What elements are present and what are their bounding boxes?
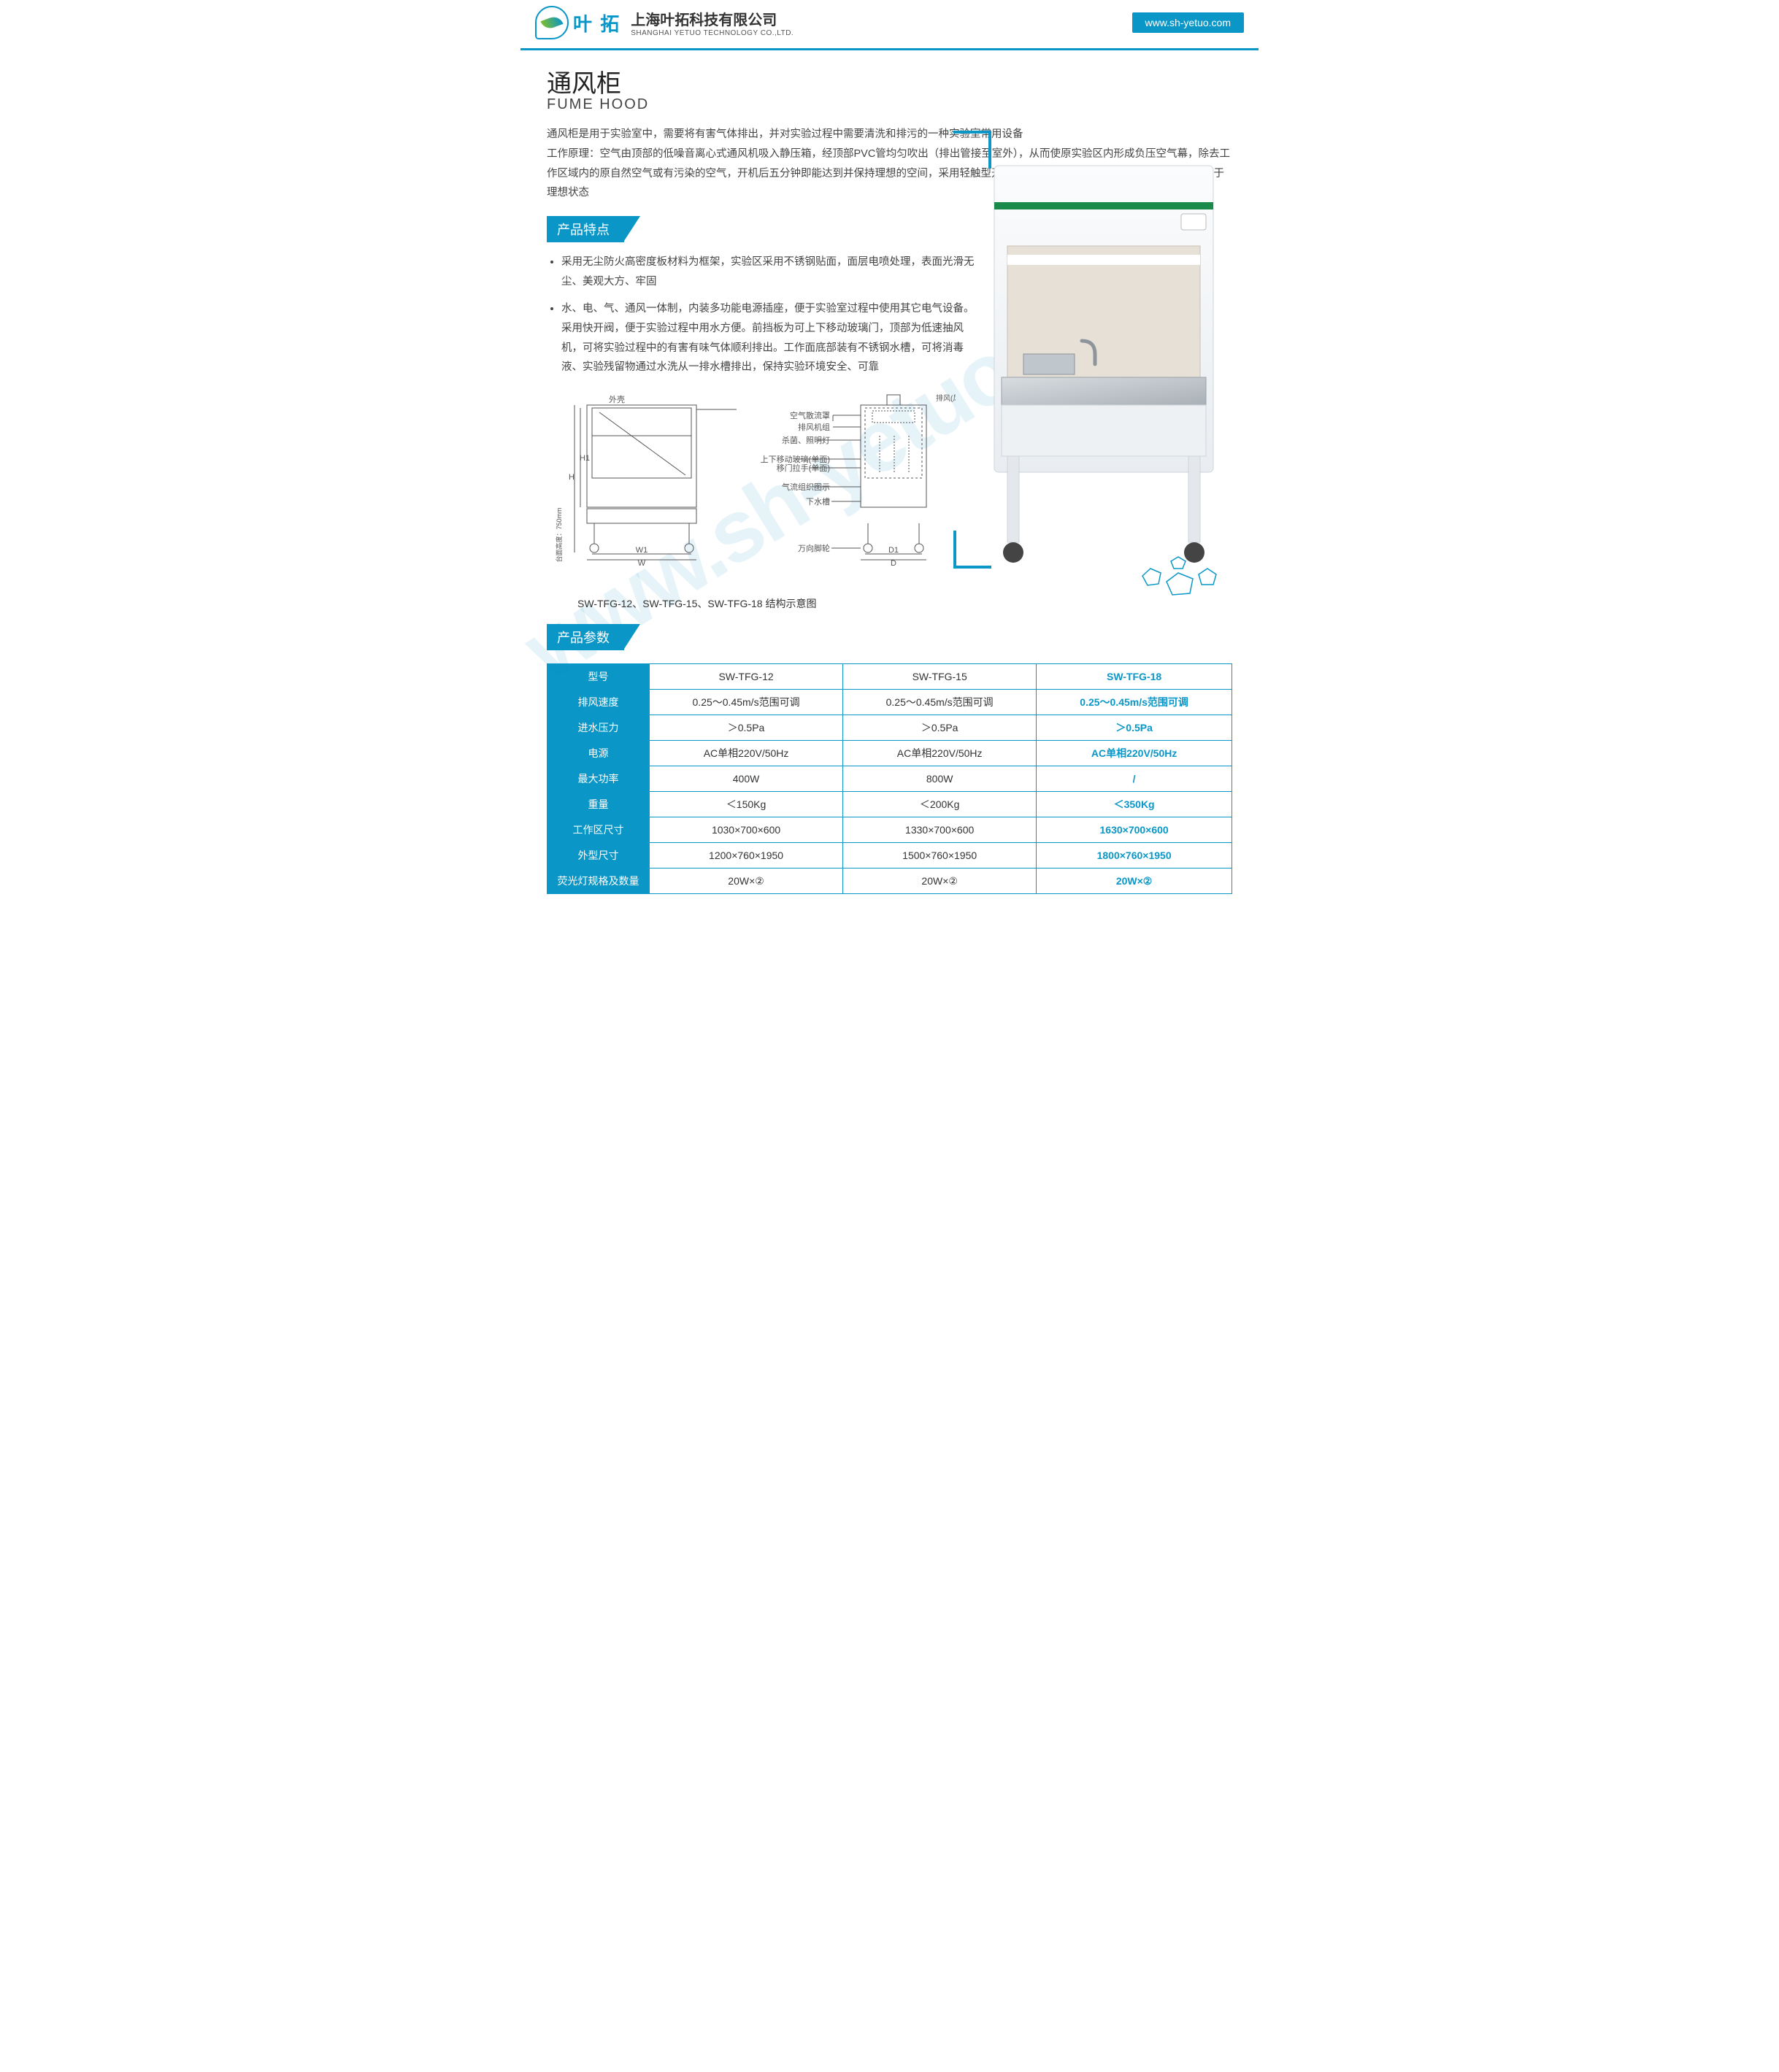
logo-block: 叶 拓 上海叶拓科技有限公司 SHANGHAI YETUO TECHNOLOGY… <box>535 6 794 39</box>
spec-header-label: 型号 <box>547 664 650 690</box>
svg-text:W1: W1 <box>636 546 648 555</box>
page-title-cn: 通风柜 <box>547 63 1232 99</box>
table-row: 荧光灯规格及数量20W×②20W×②20W×② <box>547 869 1232 894</box>
spec-table-wrap: 型号 SW-TFG-12 SW-TFG-15 SW-TFG-18 排风速度0.2… <box>520 663 1259 916</box>
spec-cell: 0.25～0.45m/s范围可调 <box>650 690 843 715</box>
spec-cell: 0.25～0.45m/s范围可调 <box>843 690 1037 715</box>
svg-text:万向脚轮: 万向脚轮 <box>798 543 830 553</box>
spec-row-label: 电源 <box>547 741 650 766</box>
spec-cell: 20W×② <box>843 869 1037 894</box>
spec-model: SW-TFG-12 <box>650 664 843 690</box>
svg-text:W: W <box>638 559 646 567</box>
spec-model: SW-TFG-18 <box>1037 664 1232 690</box>
spec-cell: 1200×760×1950 <box>650 843 843 869</box>
spec-row-label: 荧光灯规格及数量 <box>547 869 650 894</box>
svg-text:D: D <box>891 559 896 567</box>
spec-cell: 20W×② <box>1037 869 1232 894</box>
spec-row-label: 进水压力 <box>547 715 650 741</box>
product-photo <box>972 158 1235 574</box>
spec-row-label: 重量 <box>547 792 650 817</box>
svg-text:气流组织图示: 气流组织图示 <box>782 482 830 492</box>
table-row: 外型尺寸1200×760×19501500×760×19501800×760×1… <box>547 843 1232 869</box>
table-row: 型号 SW-TFG-12 SW-TFG-15 SW-TFG-18 <box>547 664 1232 690</box>
spec-row-label: 工作区尺寸 <box>547 817 650 843</box>
intro-p1: 通风柜是用于实验室中，需要将有害气体排出，并对实验过程中需要清洗和排污的一种实验… <box>547 125 1232 145</box>
feature-item: 水、电、气、通风一体制，内装多功能电源插座，便于实验室过程中使用其它电气设备。采… <box>561 299 981 377</box>
svg-text:排风机组: 排风机组 <box>798 422 830 432</box>
website-badge: www.sh-yetuo.com <box>1132 12 1244 33</box>
spec-cell: 400W <box>650 766 843 792</box>
svg-text:移门拉手(单面): 移门拉手(单面) <box>777 463 830 473</box>
svg-text:外壳: 外壳 <box>609 394 625 404</box>
spec-row-label: 排风速度 <box>547 690 650 715</box>
spec-cell: 1030×700×600 <box>650 817 843 843</box>
spec-cell: AC单相220V/50Hz <box>843 741 1037 766</box>
svg-text:台面高度：750mm: 台面高度：750mm <box>555 508 563 563</box>
spec-cell: AC单相220V/50Hz <box>1037 741 1232 766</box>
svg-text:上下移动玻璃(单面): 上下移动玻璃(单面) <box>761 454 830 464</box>
spec-cell: 1630×700×600 <box>1037 817 1232 843</box>
spec-cell: 20W×② <box>650 869 843 894</box>
table-row: 排风速度0.25～0.45m/s范围可调0.25～0.45m/s范围可调0.25… <box>547 690 1232 715</box>
spec-model: SW-TFG-15 <box>843 664 1037 690</box>
svg-text:H: H <box>569 473 575 482</box>
page-header: 叶 拓 上海叶拓科技有限公司 SHANGHAI YETUO TECHNOLOGY… <box>520 0 1259 50</box>
diagram-and-photo: 外壳 空气散流罩 排风机组 杀菌、照明灯 上下移动玻璃(单面) 移门拉手(单面)… <box>547 392 1232 611</box>
company-name: 上海叶拓科技有限公司 SHANGHAI YETUO TECHNOLOGY CO.… <box>631 8 794 37</box>
svg-text:D1: D1 <box>888 546 899 555</box>
spec-cell: ＞0.5Pa <box>1037 715 1232 741</box>
spec-cell: AC单相220V/50Hz <box>650 741 843 766</box>
spec-cell: 1800×760×1950 <box>1037 843 1232 869</box>
table-row: 最大功率400W800W/ <box>547 766 1232 792</box>
spec-table: 型号 SW-TFG-12 SW-TFG-15 SW-TFG-18 排风速度0.2… <box>547 663 1232 894</box>
section-heading-specs: 产品参数 <box>547 624 624 650</box>
spec-cell: ＜350Kg <box>1037 792 1232 817</box>
svg-text:空气散流罩: 空气散流罩 <box>790 410 830 420</box>
feature-item: 采用无尘防火高密度板材料为框架，实验区采用不锈钢贴面，面层电喷处理，表面光滑无尘… <box>561 253 981 292</box>
spec-cell: ＞0.5Pa <box>650 715 843 741</box>
svg-text:下水槽: 下水槽 <box>806 497 830 507</box>
leaf-logo-icon <box>535 6 569 39</box>
page-title-en: FUME HOOD <box>547 96 1232 113</box>
schematic-diagram: 外壳 空气散流罩 排风机组 杀菌、照明灯 上下移动玻璃(单面) 移门拉手(单面)… <box>547 392 956 589</box>
spec-cell: ＜150Kg <box>650 792 843 817</box>
table-row: 进水压力＞0.5Pa＞0.5Pa＞0.5Pa <box>547 715 1232 741</box>
svg-text:H1: H1 <box>580 454 590 463</box>
section-heading-features: 产品特点 <box>547 216 624 242</box>
spec-cell: 800W <box>843 766 1037 792</box>
spec-cell: ＞0.5Pa <box>843 715 1037 741</box>
spec-row-label: 外型尺寸 <box>547 843 650 869</box>
spec-cell: / <box>1037 766 1232 792</box>
title-area: 通风柜 FUME HOOD <box>520 50 1259 118</box>
svg-text:排风(风管为160mm直径PVC塑管): 排风(风管为160mm直径PVC塑管) <box>936 393 956 403</box>
company-en: SHANGHAI YETUO TECHNOLOGY CO.,LTD. <box>631 29 794 37</box>
table-row: 电源AC单相220V/50HzAC单相220V/50HzAC单相220V/50H… <box>547 741 1232 766</box>
spec-cell: 1330×700×600 <box>843 817 1037 843</box>
table-row: 重量＜150Kg＜200Kg＜350Kg <box>547 792 1232 817</box>
company-cn: 上海叶拓科技有限公司 <box>631 8 794 29</box>
svg-text:杀菌、照明灯: 杀菌、照明灯 <box>782 435 830 445</box>
spec-cell: 0.25～0.45m/s范围可调 <box>1037 690 1232 715</box>
logo-text-cn: 叶 拓 <box>573 9 620 36</box>
spec-cell: 1500×760×1950 <box>843 843 1037 869</box>
spec-cell: ＜200Kg <box>843 792 1037 817</box>
table-row: 工作区尺寸1030×700×6001330×700×6001630×700×60… <box>547 817 1232 843</box>
pentagon-decor-icon <box>1131 552 1219 604</box>
spec-row-label: 最大功率 <box>547 766 650 792</box>
